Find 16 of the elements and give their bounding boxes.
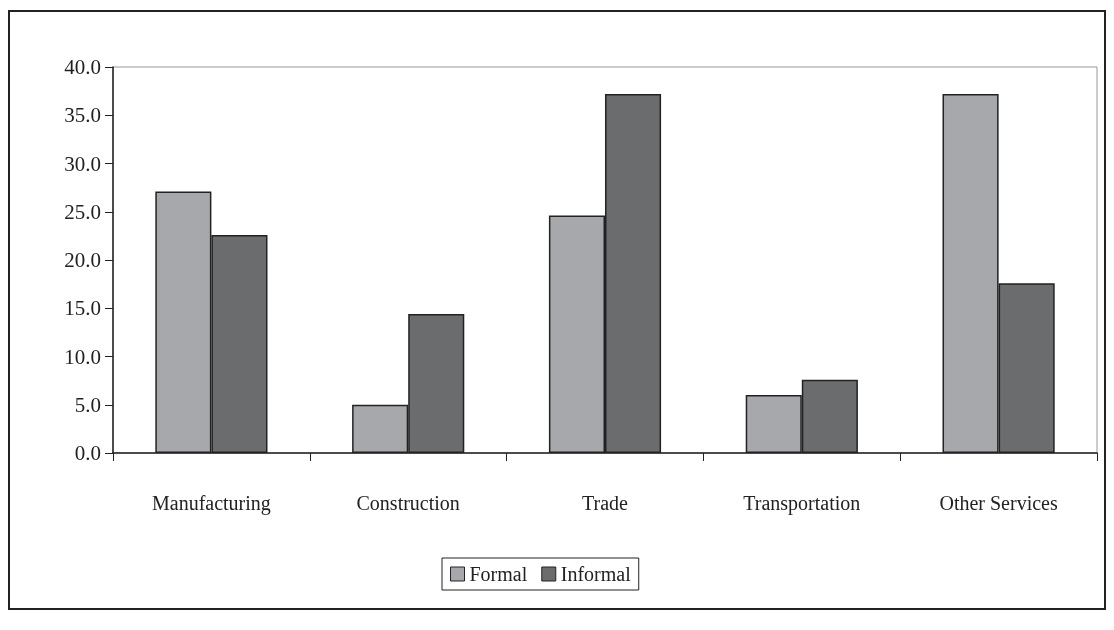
y-tick-label: 40.0: [64, 55, 101, 79]
legend-label: Formal: [469, 563, 528, 585]
y-tick-label: 25.0: [64, 199, 101, 224]
legend-label: Informal: [560, 563, 632, 585]
y-tick-label: 20.0: [64, 248, 101, 272]
y-tick-label: 30.0: [64, 151, 101, 176]
x-tick-label: Other Services: [939, 492, 1058, 514]
x-tick-label: Transportation: [743, 492, 861, 515]
y-tick-label: 5.0: [74, 392, 101, 417]
x-tick-label: Trade: [582, 492, 629, 514]
y-tick-label: 35.0: [64, 103, 101, 128]
y-tick-label: 15.0: [64, 296, 101, 321]
y-tick-label: 10.0: [64, 344, 101, 369]
y-tick-label: 0.0: [74, 441, 101, 465]
x-tick-label: Manufacturing: [151, 492, 271, 515]
x-tick-label: Construction: [356, 492, 460, 514]
